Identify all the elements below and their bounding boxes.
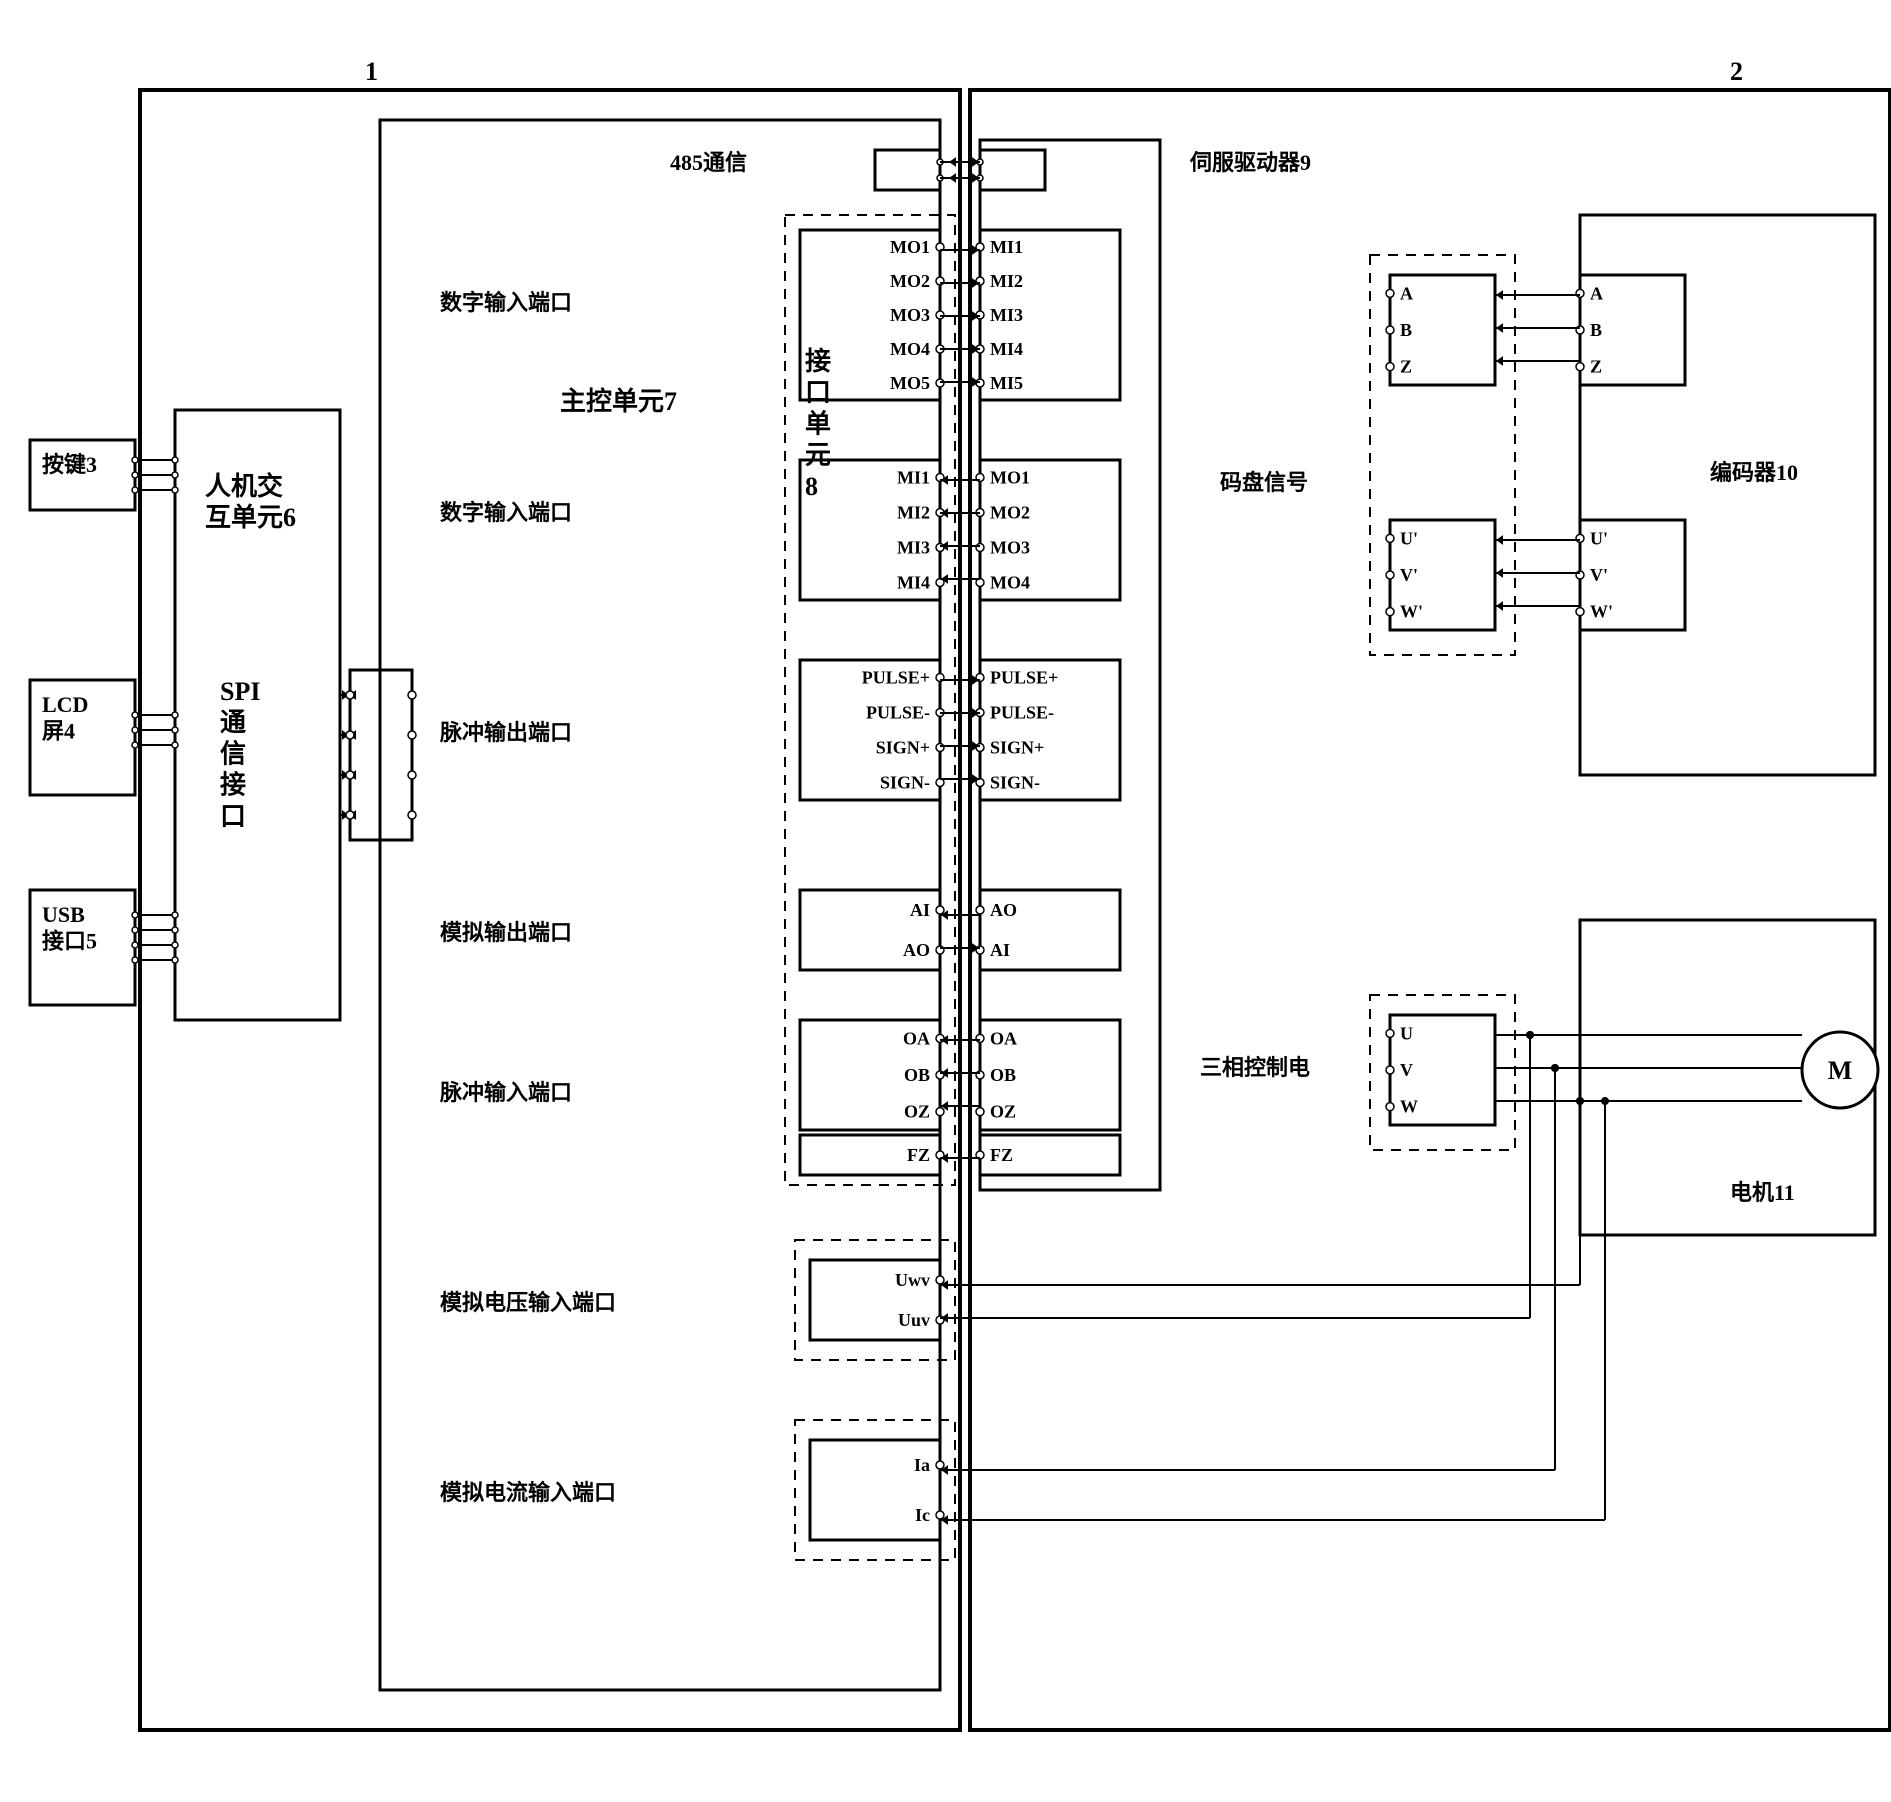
svg-text:Ic: Ic bbox=[915, 1505, 930, 1525]
svg-text:MI4: MI4 bbox=[897, 573, 930, 593]
svg-text:OA: OA bbox=[903, 1028, 930, 1048]
svg-text:PULSE-: PULSE- bbox=[990, 703, 1054, 723]
svg-text:OB: OB bbox=[990, 1065, 1016, 1085]
svg-text:W: W bbox=[1400, 1097, 1418, 1117]
svg-text:SPI: SPI bbox=[220, 677, 260, 706]
svg-text:接: 接 bbox=[220, 771, 246, 800]
svg-text:LCD: LCD bbox=[42, 692, 88, 717]
svg-text:MI3: MI3 bbox=[990, 305, 1023, 325]
svg-text:M: M bbox=[1828, 1056, 1853, 1085]
svg-text:V': V' bbox=[1400, 565, 1418, 585]
svg-text:OZ: OZ bbox=[904, 1102, 930, 1122]
svg-text:AI: AI bbox=[990, 940, 1010, 960]
svg-text:电机11: 电机11 bbox=[1730, 1180, 1795, 1205]
svg-text:MI3: MI3 bbox=[897, 538, 930, 558]
svg-text:FZ: FZ bbox=[907, 1145, 930, 1165]
svg-text:MI5: MI5 bbox=[990, 373, 1023, 393]
svg-text:单: 单 bbox=[805, 409, 831, 438]
svg-text:互单元6: 互单元6 bbox=[205, 503, 296, 532]
svg-text:8: 8 bbox=[805, 472, 818, 501]
svg-text:B: B bbox=[1400, 320, 1412, 340]
svg-text:SIGN+: SIGN+ bbox=[990, 738, 1044, 758]
svg-text:MI2: MI2 bbox=[990, 271, 1023, 291]
svg-text:Uuv: Uuv bbox=[898, 1310, 930, 1330]
svg-text:PULSE-: PULSE- bbox=[866, 703, 930, 723]
svg-text:Ia: Ia bbox=[914, 1455, 930, 1475]
svg-text:SIGN-: SIGN- bbox=[880, 773, 930, 793]
svg-text:Uwv: Uwv bbox=[895, 1270, 930, 1290]
svg-text:口: 口 bbox=[220, 802, 246, 831]
svg-text:MO4: MO4 bbox=[890, 339, 930, 359]
svg-text:V': V' bbox=[1590, 565, 1608, 585]
svg-text:通: 通 bbox=[220, 708, 246, 737]
svg-text:MO5: MO5 bbox=[890, 373, 930, 393]
svg-text:MO4: MO4 bbox=[990, 573, 1030, 593]
svg-text:接口5: 接口5 bbox=[42, 928, 97, 953]
svg-text:Z: Z bbox=[1400, 357, 1412, 377]
svg-text:人机交: 人机交 bbox=[205, 471, 283, 501]
svg-text:码盘信号: 码盘信号 bbox=[1220, 470, 1308, 495]
svg-text:MO1: MO1 bbox=[990, 468, 1030, 488]
svg-text:B: B bbox=[1590, 320, 1602, 340]
svg-text:信: 信 bbox=[220, 739, 246, 768]
svg-text:Z: Z bbox=[1590, 357, 1602, 377]
svg-text:元: 元 bbox=[805, 441, 831, 470]
svg-text:AO: AO bbox=[903, 940, 930, 960]
svg-text:W': W' bbox=[1590, 602, 1613, 622]
svg-text:MO3: MO3 bbox=[890, 305, 930, 325]
svg-text:U: U bbox=[1400, 1023, 1413, 1043]
svg-text:脉冲输入端口: 脉冲输入端口 bbox=[439, 1080, 572, 1105]
svg-text:A: A bbox=[1590, 283, 1603, 303]
svg-text:屏4: 屏4 bbox=[42, 718, 75, 743]
svg-text:U': U' bbox=[1590, 528, 1608, 548]
svg-text:V: V bbox=[1400, 1060, 1413, 1080]
svg-text:模拟电压输入端口: 模拟电压输入端口 bbox=[440, 1290, 616, 1315]
svg-text:MI1: MI1 bbox=[897, 468, 930, 488]
svg-text:接: 接 bbox=[805, 347, 831, 376]
svg-text:SIGN-: SIGN- bbox=[990, 773, 1040, 793]
svg-text:AI: AI bbox=[910, 900, 930, 920]
svg-text:AO: AO bbox=[990, 900, 1017, 920]
svg-text:485通信: 485通信 bbox=[670, 150, 747, 175]
svg-text:MO2: MO2 bbox=[990, 503, 1030, 523]
svg-text:模拟电流输入端口: 模拟电流输入端口 bbox=[440, 1480, 616, 1505]
svg-text:MI2: MI2 bbox=[897, 503, 930, 523]
svg-text:MO1: MO1 bbox=[890, 237, 930, 257]
svg-text:MO3: MO3 bbox=[990, 538, 1030, 558]
svg-text:按键3: 按键3 bbox=[42, 452, 97, 477]
svg-text:编码器10: 编码器10 bbox=[1710, 460, 1798, 485]
svg-text:1: 1 bbox=[365, 57, 378, 86]
svg-text:数字输入端口: 数字输入端口 bbox=[440, 290, 572, 315]
svg-text:U': U' bbox=[1400, 528, 1418, 548]
svg-text:MI1: MI1 bbox=[990, 237, 1023, 257]
svg-text:FZ: FZ bbox=[990, 1145, 1013, 1165]
svg-text:PULSE+: PULSE+ bbox=[990, 668, 1058, 688]
svg-text:A: A bbox=[1400, 283, 1413, 303]
svg-text:PULSE+: PULSE+ bbox=[862, 668, 930, 688]
svg-text:口: 口 bbox=[805, 378, 831, 407]
svg-text:W': W' bbox=[1400, 602, 1423, 622]
svg-text:OZ: OZ bbox=[990, 1102, 1016, 1122]
svg-text:MO2: MO2 bbox=[890, 271, 930, 291]
svg-text:USB: USB bbox=[42, 902, 85, 927]
svg-text:数字输入端口: 数字输入端口 bbox=[440, 500, 572, 525]
svg-text:模拟输出端口: 模拟输出端口 bbox=[440, 920, 572, 945]
svg-text:OB: OB bbox=[904, 1065, 930, 1085]
svg-text:主控单元7: 主控单元7 bbox=[560, 387, 677, 416]
wiring-diagram: 12按键3LCD屏4USB接口5人机交互单元6SPI通信接口主控单元7485通信… bbox=[20, 20, 1891, 1782]
svg-text:2: 2 bbox=[1730, 57, 1743, 86]
svg-text:MI4: MI4 bbox=[990, 339, 1023, 359]
svg-text:SIGN+: SIGN+ bbox=[876, 738, 930, 758]
svg-text:伺服驱动器9: 伺服驱动器9 bbox=[1189, 150, 1311, 175]
svg-text:三相控制电: 三相控制电 bbox=[1200, 1055, 1310, 1080]
svg-text:脉冲输出端口: 脉冲输出端口 bbox=[439, 720, 572, 745]
svg-text:OA: OA bbox=[990, 1028, 1017, 1048]
